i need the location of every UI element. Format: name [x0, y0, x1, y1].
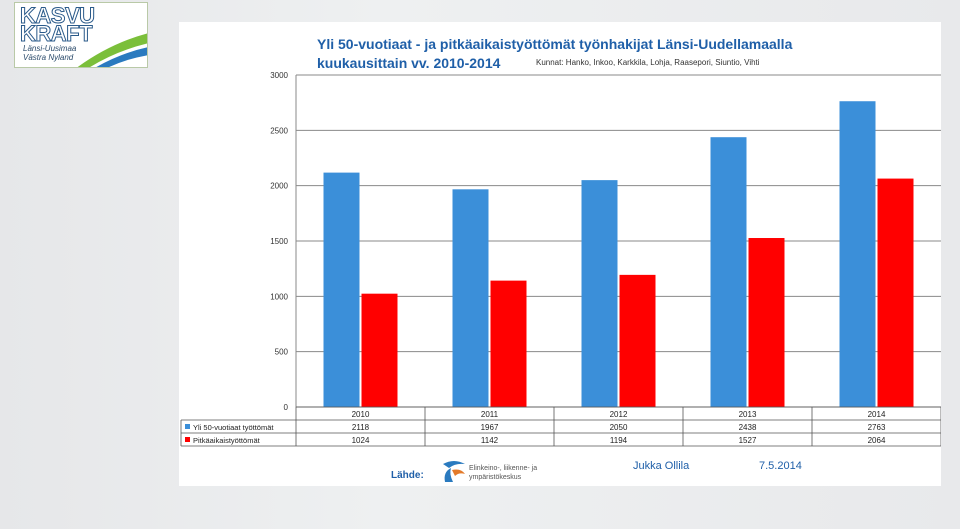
y-tick-label: 3000	[270, 71, 288, 80]
x-category-label: 2013	[739, 410, 757, 419]
bar-2	[748, 238, 785, 407]
legend-swatch	[185, 424, 190, 429]
logo-swoosh-icon	[77, 33, 147, 67]
logo-line1: KASVU	[20, 3, 96, 29]
y-tick-label: 1500	[270, 237, 288, 246]
chart-subtitle: Kunnat: Hanko, Inkoo, Karkkila, Lohja, R…	[536, 58, 760, 67]
bar-chart: 0 500 1000 1500 2000 2500 3000 2010 2011 2012 2013…	[180, 71, 941, 447]
legend-swatch	[185, 437, 190, 442]
bar-1	[710, 137, 747, 407]
chart-title-line2: kuukausittain vv. 2010-2014	[317, 55, 501, 71]
bar-1	[581, 180, 618, 407]
author-date: 7.5.2014	[759, 460, 802, 472]
source-label: Lähde:	[391, 470, 424, 481]
y-tick-label: 0	[284, 403, 289, 412]
legend-label: Yli 50-vuotiaat työttömät	[193, 423, 274, 432]
x-category-label: 2011	[481, 410, 499, 419]
kasvu-kraft-logo: KASVU KRAFT Länsi-Uusimaa Västra Nyland	[14, 2, 148, 68]
y-tick-label: 2500	[270, 126, 288, 135]
x-category-label: 2010	[352, 410, 370, 419]
bar-2	[361, 293, 398, 407]
bar-2	[619, 274, 656, 407]
x-category-label: 2012	[610, 410, 628, 419]
data-table-value: 1142	[481, 436, 499, 445]
ely-logo-icon	[443, 461, 465, 482]
chart-panel: Yli 50-vuotiaat - ja pitkäaikaistyöttömä…	[179, 22, 941, 486]
ely-text-line2: ympäristökeskus	[469, 474, 522, 481]
data-table-value: 2050	[610, 423, 628, 432]
logo-line4: Västra Nyland	[23, 53, 74, 62]
bar-1	[323, 172, 360, 407]
data-table-value: 2118	[352, 423, 370, 432]
bar-1	[839, 101, 876, 407]
data-table-value: 1527	[739, 436, 757, 445]
data-table-value: 1024	[352, 436, 370, 445]
data-table-value: 1967	[481, 423, 499, 432]
y-tick-label: 500	[275, 348, 289, 357]
data-table-value: 1194	[610, 436, 628, 445]
legend-label: Pitkäaikaistyöttömät	[193, 436, 261, 445]
ely-text-line1: Elinkeino-, liikenne- ja	[469, 465, 538, 472]
logo-line2: KRAFT	[19, 21, 93, 47]
x-category-label: 2014	[868, 410, 886, 419]
y-tick-label: 2000	[270, 182, 288, 191]
author-name: Jukka Ollila	[633, 460, 690, 472]
bar-2	[490, 280, 527, 407]
data-table-value: 2438	[739, 423, 757, 432]
data-table-value: 2763	[868, 423, 886, 432]
data-table-value: 2064	[868, 436, 886, 445]
chart-title-line1: Yli 50-vuotiaat - ja pitkäaikaistyöttömä…	[317, 36, 793, 52]
bar-1	[452, 189, 489, 407]
y-tick-label: 1000	[270, 292, 288, 301]
logo-line3: Länsi-Uusimaa	[23, 44, 77, 53]
bar-2	[877, 178, 914, 407]
